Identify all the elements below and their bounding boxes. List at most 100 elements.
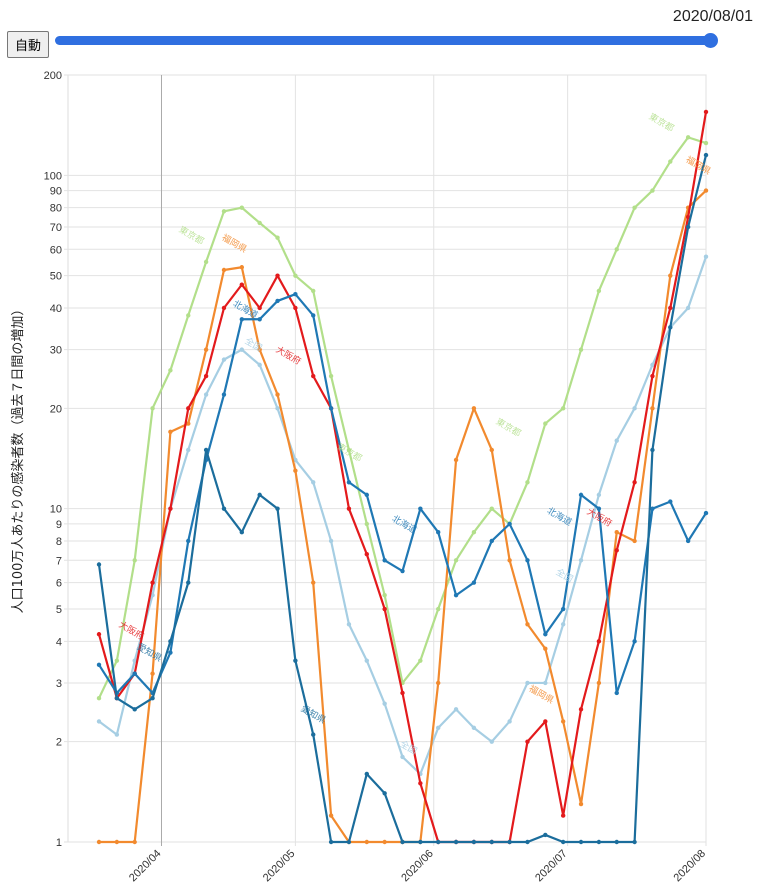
y-tick-label: 80: [50, 203, 62, 215]
data-point: [96, 632, 102, 637]
data-point: [257, 305, 262, 311]
data-point: [560, 622, 566, 627]
data-point: [668, 273, 673, 278]
data-point: [453, 593, 459, 598]
data-point: [239, 205, 245, 210]
data-point: [203, 447, 209, 453]
series-lines: [96, 109, 709, 845]
y-tick-label: 6: [56, 578, 62, 590]
data-point: [632, 839, 637, 845]
series-label: 愛知県: [135, 640, 164, 664]
series-label: 福岡県: [220, 231, 249, 255]
data-point: [293, 291, 298, 297]
data-point: [668, 159, 673, 164]
data-point: [650, 188, 655, 193]
data-point: [400, 754, 405, 760]
y-tick-label: 200: [44, 70, 62, 82]
data-point: [96, 562, 102, 567]
data-point: [114, 658, 120, 663]
data-point: [186, 406, 191, 411]
data-point: [275, 298, 280, 304]
data-point: [489, 739, 494, 744]
data-point: [96, 719, 102, 724]
data-point: [578, 347, 584, 352]
data-point: [382, 558, 387, 563]
data-point: [150, 580, 155, 585]
data-point: [436, 725, 441, 731]
data-point: [364, 521, 369, 527]
series-line-4: [98, 293, 707, 695]
x-tick-label: 2020/08: [672, 848, 709, 885]
data-point: [400, 568, 405, 574]
data-point: [453, 707, 459, 712]
data-point: [632, 538, 637, 544]
data-point: [257, 492, 262, 498]
data-point: [132, 839, 137, 845]
data-point: [257, 347, 262, 352]
y-tick-label: 30: [50, 345, 62, 357]
y-tick-label: 9: [56, 519, 62, 531]
y-tick-label: 70: [50, 222, 62, 234]
data-point: [453, 457, 459, 463]
data-point: [311, 580, 316, 585]
data-point: [186, 447, 191, 453]
data-point: [293, 305, 298, 311]
data-point: [293, 457, 298, 463]
data-point: [668, 305, 673, 311]
data-point: [685, 305, 691, 311]
current-date-label: 2020/08/01: [672, 8, 753, 25]
data-point: [436, 529, 441, 535]
series-label: 東京都: [494, 415, 523, 439]
data-point: [382, 839, 387, 845]
data-point: [114, 732, 120, 737]
data-point: [525, 622, 530, 627]
data-point: [364, 771, 369, 777]
data-point: [525, 480, 530, 485]
data-point: [382, 791, 387, 796]
series-label: 東京都: [647, 110, 676, 134]
data-point: [614, 690, 619, 696]
data-point: [275, 273, 280, 278]
data-point: [275, 392, 280, 397]
data-point: [453, 558, 459, 563]
data-point: [703, 109, 709, 115]
x-tick-label: 2020/04: [127, 848, 164, 885]
data-point: [614, 529, 619, 535]
data-point: [418, 781, 423, 786]
data-point: [382, 593, 387, 598]
data-point: [346, 506, 352, 511]
auto-play-button[interactable]: 自動: [7, 31, 49, 58]
data-point: [614, 247, 619, 252]
data-point: [364, 658, 369, 663]
series-label: 大阪府: [274, 343, 303, 367]
y-tick-label: 1: [56, 837, 62, 849]
data-point: [578, 707, 584, 712]
data-point: [578, 492, 584, 498]
y-tick-label: 2: [56, 737, 62, 749]
date-slider-track[interactable]: [55, 36, 710, 45]
data-point: [418, 839, 423, 845]
data-point: [132, 707, 137, 712]
date-slider-thumb[interactable]: [703, 33, 718, 48]
y-tick-label: 3: [56, 678, 62, 690]
data-point: [703, 254, 709, 259]
data-point: [328, 538, 334, 544]
data-point: [275, 406, 280, 411]
data-point: [507, 521, 512, 527]
data-point: [703, 152, 709, 158]
data-point: [489, 447, 494, 453]
data-point: [114, 839, 120, 845]
data-point: [221, 392, 227, 397]
data-point: [293, 658, 298, 663]
y-tick-label: 4: [56, 636, 62, 648]
data-point: [168, 506, 173, 511]
data-point: [471, 725, 477, 731]
data-point: [168, 650, 173, 655]
series-label: 北海道: [231, 297, 260, 321]
data-point: [328, 813, 334, 818]
data-point: [239, 529, 245, 535]
data-point: [132, 658, 137, 663]
data-point: [400, 839, 405, 845]
data-point: [560, 813, 566, 818]
